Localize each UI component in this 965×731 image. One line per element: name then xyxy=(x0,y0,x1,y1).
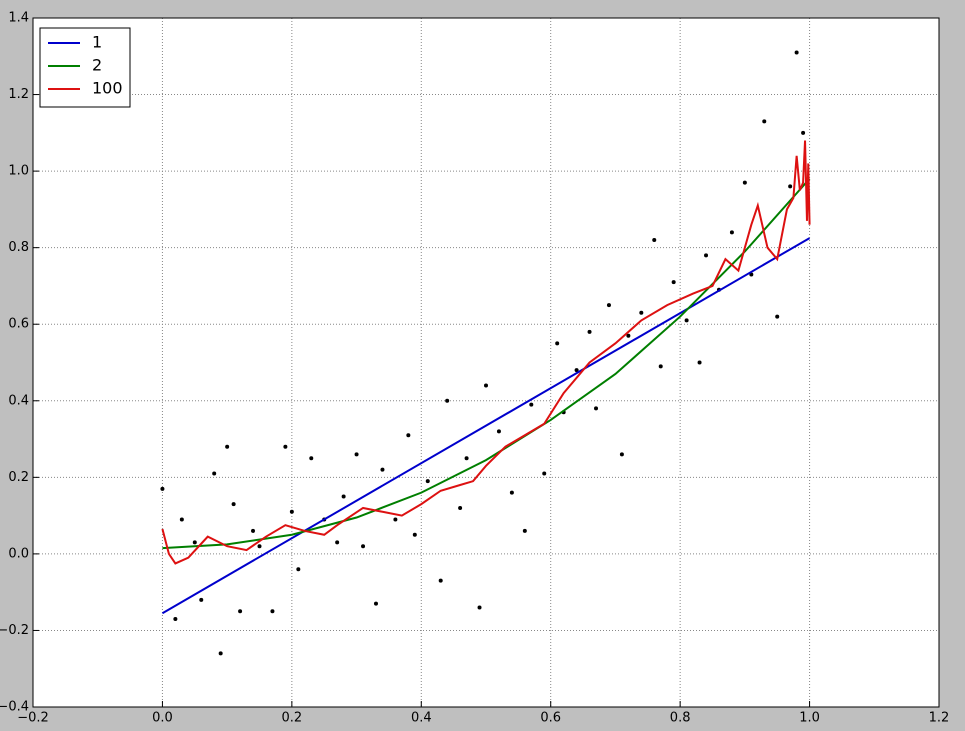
scatter-point xyxy=(438,578,443,583)
scatter-point xyxy=(626,333,631,338)
x-tick-label: −0.2 xyxy=(17,711,49,726)
scatter-point xyxy=(225,444,230,449)
legend-label: 100 xyxy=(92,79,123,98)
scatter-point xyxy=(775,314,780,319)
scatter-point xyxy=(658,364,663,369)
scatter-point xyxy=(412,532,417,537)
x-tick-label: 1.0 xyxy=(799,711,820,726)
x-tick-label: 0.0 xyxy=(152,711,173,726)
scatter-point xyxy=(335,540,340,545)
x-tick-label: 1.2 xyxy=(929,711,950,726)
scatter-point xyxy=(555,341,560,346)
scatter-point xyxy=(762,119,767,124)
scatter-point xyxy=(270,609,275,614)
legend-label: 1 xyxy=(92,33,102,52)
scatter-point xyxy=(542,471,547,476)
scatter-point xyxy=(484,383,488,388)
scatter-point xyxy=(173,616,178,621)
y-tick-label: −0.2 xyxy=(0,623,29,638)
scatter-point xyxy=(179,517,184,522)
scatter-point xyxy=(464,456,469,461)
y-tick-label: 1.4 xyxy=(8,11,29,26)
scatter-point xyxy=(251,528,256,533)
scatter-point xyxy=(393,517,398,522)
axes-background xyxy=(33,18,939,707)
scatter-point xyxy=(587,329,592,334)
y-tick-label: 1.0 xyxy=(8,164,29,179)
scatter-point xyxy=(283,444,288,449)
x-tick-label: 0.6 xyxy=(540,711,561,726)
scatter-point xyxy=(212,471,217,476)
y-tick-label: −0.4 xyxy=(0,700,29,715)
scatter-point xyxy=(697,360,702,365)
x-tick-label: 0.2 xyxy=(282,711,303,726)
scatter-point xyxy=(639,310,644,315)
scatter-point xyxy=(257,544,262,549)
scatter-point xyxy=(199,597,204,602)
legend-box xyxy=(39,27,131,108)
x-tick-label: 0.8 xyxy=(670,711,691,726)
y-tick-label: 0.0 xyxy=(8,546,29,561)
plot-area xyxy=(160,50,811,656)
scatter-point xyxy=(458,505,463,510)
scatter-point xyxy=(192,540,197,545)
scatter-point xyxy=(380,467,385,472)
scatter-point xyxy=(373,601,378,606)
y-tick-label: 1.2 xyxy=(8,87,29,102)
scatter-point xyxy=(309,456,314,461)
scatter-point xyxy=(361,544,366,549)
scatter-point xyxy=(496,429,501,434)
scatter-point xyxy=(574,368,579,373)
scatter-point xyxy=(742,180,747,185)
y-tick-label: 0.2 xyxy=(8,470,29,485)
scatter-point xyxy=(509,490,514,495)
axes-frame xyxy=(32,17,940,708)
scatter-point xyxy=(218,651,223,656)
scatter-point xyxy=(231,502,236,507)
scatter-point xyxy=(529,402,534,407)
scatter-point xyxy=(729,230,734,235)
scatter-point xyxy=(406,433,411,438)
scatter-point xyxy=(704,253,709,258)
scatter-point xyxy=(788,184,793,189)
scatter-point xyxy=(594,406,599,411)
scatter-point xyxy=(238,609,243,614)
y-tick-label: 0.6 xyxy=(8,317,29,332)
scatter-point xyxy=(289,509,294,514)
y-tick-label: 0.4 xyxy=(8,393,29,408)
line-series xyxy=(162,178,811,550)
line-series xyxy=(161,237,811,615)
scatter-point xyxy=(445,398,450,403)
scatter-point xyxy=(477,605,482,610)
scatter-point xyxy=(522,528,527,533)
line-series xyxy=(161,140,811,565)
scatter-point xyxy=(354,452,359,457)
scatter-point xyxy=(652,238,657,243)
legend-label: 2 xyxy=(92,56,102,75)
scatter-point xyxy=(296,567,301,572)
scatter-point xyxy=(160,486,165,491)
y-tick-label: 0.8 xyxy=(8,240,29,255)
scatter-point xyxy=(671,280,676,285)
scatter-point xyxy=(606,303,611,308)
scatter-point xyxy=(341,494,346,499)
scatter-point xyxy=(684,318,689,323)
scatter-point xyxy=(794,50,799,55)
x-tick-label: 0.4 xyxy=(411,711,432,726)
scatter-point xyxy=(425,479,430,484)
scatter-point xyxy=(619,452,624,457)
scatter-point xyxy=(801,130,806,135)
